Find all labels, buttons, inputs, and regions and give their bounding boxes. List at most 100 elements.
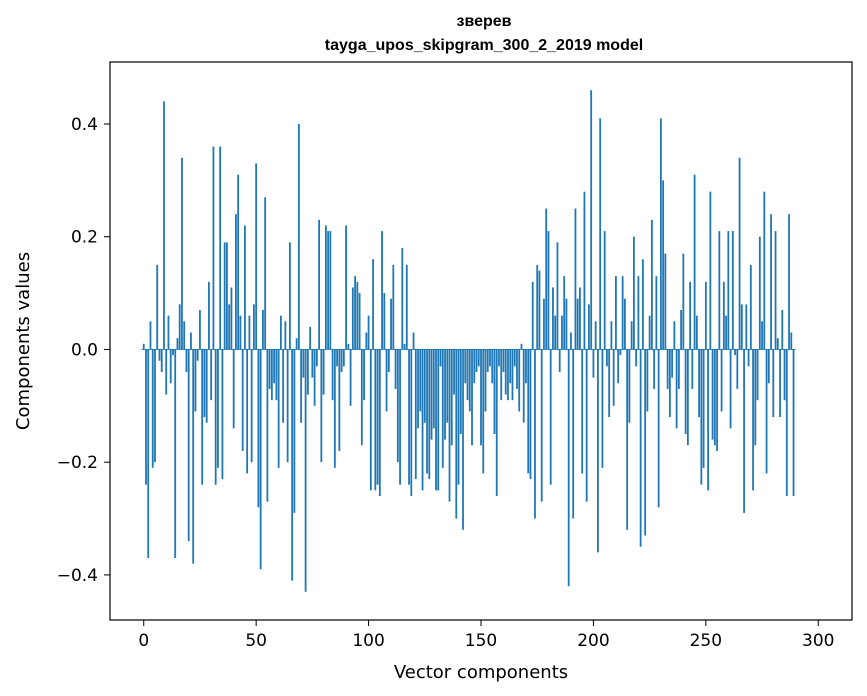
x-tick-label: 150 [465, 631, 497, 651]
bar [567, 349, 570, 587]
bar [235, 214, 237, 350]
bar [282, 349, 285, 423]
bar [194, 349, 197, 412]
bar [244, 225, 246, 350]
bar [538, 270, 541, 350]
bar [624, 298, 626, 350]
bar [790, 332, 793, 350]
x-axis-label: Vector components [394, 662, 568, 683]
bar [633, 236, 635, 350]
bar [698, 349, 700, 418]
bar [327, 231, 329, 350]
bar [756, 349, 759, 401]
bar [376, 349, 379, 485]
bar [486, 349, 489, 372]
bar [693, 174, 696, 350]
bar [228, 304, 231, 350]
bar [637, 276, 640, 350]
bar [239, 315, 242, 350]
bar [214, 349, 217, 485]
bar [718, 231, 721, 350]
bar [531, 281, 534, 350]
bar [455, 349, 458, 519]
bar [639, 349, 642, 547]
bar [504, 349, 507, 395]
bar [747, 349, 750, 367]
bar [720, 349, 723, 412]
bar [626, 349, 629, 530]
bar [275, 349, 278, 401]
bar [342, 349, 345, 367]
bar [731, 231, 734, 350]
bar [273, 349, 276, 384]
bar [356, 281, 359, 350]
bar [428, 349, 431, 480]
bar [297, 124, 300, 350]
bar [736, 349, 739, 389]
bar [163, 101, 165, 350]
bar [779, 349, 781, 418]
bar [740, 304, 743, 350]
bar [365, 332, 368, 350]
bar [331, 349, 334, 401]
bar [743, 349, 745, 513]
bar [603, 231, 606, 350]
bar [574, 208, 577, 350]
chart-title: зверев [457, 13, 512, 30]
bar [419, 349, 422, 412]
bar [340, 349, 343, 372]
bar [196, 349, 199, 361]
bar [704, 281, 707, 350]
bar [450, 349, 453, 446]
bar [392, 264, 395, 350]
bar [246, 349, 249, 474]
bar [475, 349, 478, 372]
bar [324, 225, 327, 350]
bar [785, 349, 788, 496]
bar [223, 242, 226, 350]
bar [300, 349, 303, 423]
y-tick-label: 0.2 [71, 228, 98, 248]
bar [329, 231, 332, 350]
bar [579, 287, 581, 350]
bar [713, 349, 716, 446]
bar [466, 349, 469, 401]
bar [477, 349, 480, 367]
bar [345, 225, 347, 350]
bar [511, 349, 514, 401]
bar [414, 349, 417, 480]
bar [145, 349, 147, 485]
bar [210, 349, 213, 401]
bar [650, 219, 653, 350]
bar [590, 90, 593, 350]
bar [174, 349, 177, 558]
bar [435, 349, 437, 491]
bar [172, 349, 174, 356]
bar [527, 349, 530, 474]
bar [468, 349, 471, 412]
bar [536, 264, 539, 350]
bar [369, 349, 372, 491]
bar [518, 349, 521, 412]
bar [700, 349, 703, 485]
bar [160, 349, 163, 372]
y-tick-label: −0.2 [57, 453, 98, 473]
bar [606, 349, 608, 367]
bar [520, 343, 523, 350]
bar [306, 349, 309, 395]
bar [403, 343, 406, 350]
bar [761, 321, 763, 350]
bar [253, 304, 255, 350]
bar [507, 349, 509, 401]
bar [594, 321, 597, 350]
bar [565, 298, 568, 350]
bar [615, 276, 617, 350]
bar [597, 349, 599, 553]
bar [304, 349, 307, 592]
bar [554, 315, 557, 350]
bar [545, 208, 548, 350]
bar [534, 349, 536, 519]
bar [374, 349, 377, 491]
bar [190, 332, 192, 350]
bar [671, 349, 674, 378]
